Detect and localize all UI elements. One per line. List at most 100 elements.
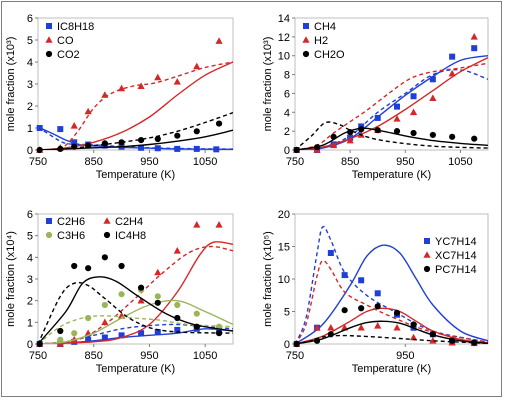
data-point [215,120,223,127]
data-point [36,340,43,348]
x-tick-label: 1050 [448,156,472,168]
data-point [374,127,381,134]
y-tick-label: 10 [278,51,290,63]
data-point [330,133,337,140]
chart-panel-2: 0 2 4 6 8 10 12 14 750 850 950 1050 Temperature (K) m… [262,13,489,181]
legend-label: C2H6 [57,216,85,228]
data-point [174,132,181,139]
data-point [137,296,145,304]
data-point [85,336,92,343]
y-tick-label: 0 [284,339,290,351]
data-point [137,82,145,89]
data-point [471,339,478,346]
data-point [71,330,78,337]
data-point [193,62,201,70]
legend-entry-ic8h18: IC8H18 [46,21,94,33]
data-point [327,250,334,256]
data-point [410,321,417,328]
series-line-solid [295,55,488,150]
data-point [85,265,92,272]
x-tick-label: 1050 [193,156,217,168]
data-point [174,314,181,322]
legend-label: CO2 [57,49,80,61]
series-line-solid [38,299,233,344]
data-point [71,143,78,150]
data-point [101,140,108,147]
x-axis-label: Temperature (K) [96,363,175,375]
data-point [313,144,321,151]
series-co2 [36,111,233,154]
data-point [327,323,335,331]
series-line-solid [295,56,488,150]
data-point [215,37,223,44]
chart-panel-3: 0 1 2 3 4 5 6 750 850 950 1050 Temperature (K) mole … [5,209,234,375]
data-point [174,145,181,152]
series-line-solid [295,320,488,344]
x-tick-label: 850 [85,350,103,362]
data-point [429,94,437,101]
legend-label: CH2O [314,49,345,61]
y-axis-label: mole fraction (x10⁵) [262,231,274,327]
data-point [101,318,109,326]
series-c3h6 [36,286,233,348]
series-line-solid [38,276,233,344]
data-point [138,330,145,337]
x-tick-label: 1050 [193,350,217,362]
data-point [374,322,382,329]
y-tick-label: 3 [27,79,33,91]
data-point [56,340,64,347]
series-line-dashed [295,225,488,344]
y-tick-label: 20 [278,209,290,221]
data-point [471,135,478,142]
series-pc7h14 [293,303,488,348]
data-point [213,146,220,153]
y-tick-label: 4 [27,252,33,264]
y-tick-label: 10 [278,274,290,286]
y-tick-label: 15 [278,242,290,254]
data-point [193,323,200,330]
y-axis-label: mole fraction (x10³) [262,37,274,132]
legend-marker [302,50,310,58]
series-line-solid [295,244,488,344]
data-point [84,107,92,115]
series-line-dashed [295,121,488,150]
data-point [101,91,109,98]
y-tick-label: 6 [284,88,290,100]
legend-marker [45,36,53,43]
data-point [118,139,125,146]
data-point [471,45,478,52]
data-point [341,307,348,314]
legend-marker [423,265,431,273]
legend-entry-ch2o: CH2O [302,49,345,61]
data-point [393,128,401,135]
data-point [346,136,354,144]
data-point [57,327,64,335]
data-point [341,272,348,279]
legend-label: CO [57,35,74,47]
legend-marker [46,23,52,29]
data-point [193,128,200,135]
data-point [117,84,126,92]
data-point [448,69,456,77]
y-axis-label: mole fraction (x10⁴) [5,231,17,327]
data-point [449,53,456,60]
x-tick-label: 750 [286,156,304,168]
data-point [410,129,417,137]
data-point [409,108,418,116]
data-point [85,314,92,322]
x-tick-label: 750 [286,350,304,362]
data-point [154,329,161,336]
data-point [154,145,161,152]
data-point [216,326,223,333]
series-line-dashed [295,69,488,150]
legend-entry-co2: CO2 [45,49,80,61]
series-ic4h8 [36,254,233,348]
data-point [101,334,108,341]
legend-marker [103,217,111,224]
data-point [154,135,161,143]
data-point [358,277,365,284]
legend-entry-yc7h14: YC7H14 [424,236,477,248]
data-point [36,146,43,154]
data-point [358,126,365,133]
